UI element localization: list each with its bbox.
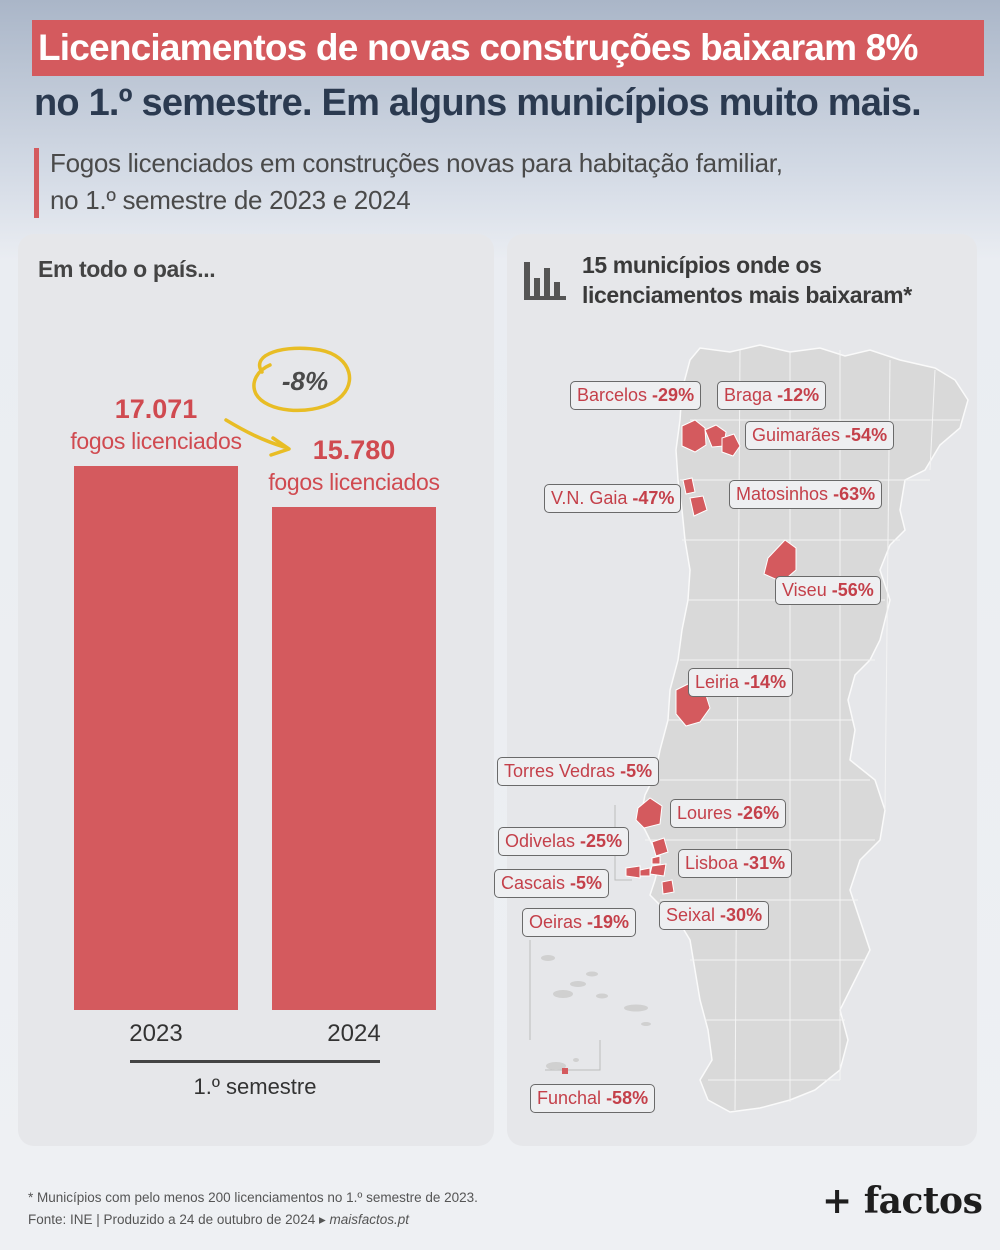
label-barcelos: Barcelos -29% xyxy=(570,381,702,410)
period-bracket xyxy=(130,1060,380,1063)
oeiras-region xyxy=(639,867,651,877)
bar-unit-label-2023: fogos licenciados xyxy=(70,428,242,454)
site-link[interactable]: maisfactos.pt xyxy=(329,1212,410,1227)
bar-2024 xyxy=(272,507,436,1010)
label-seixal: Seixal -30% xyxy=(659,901,770,930)
bar-2023 xyxy=(74,466,238,1010)
label-gaia: V.N. Gaia -47% xyxy=(544,484,682,513)
subtitle-line-1: Fogos licenciados em construções novas p… xyxy=(50,148,783,178)
period-label: 1.º semestre xyxy=(193,1074,317,1099)
label-matosinhos: Matosinhos -63% xyxy=(729,480,883,509)
loures-region xyxy=(651,837,669,857)
label-oeiras: Oeiras -19% xyxy=(522,908,637,937)
label-braga: Braga -12% xyxy=(717,381,827,410)
label-funchal: Funchal -58% xyxy=(530,1084,656,1113)
footnote-source: Fonte: INE | Produzido a 24 de outubro d… xyxy=(28,1212,410,1227)
label-odivelas: Odivelas -25% xyxy=(498,827,630,856)
bar-value-label-2023: 17.071 xyxy=(114,394,198,424)
category-label-2023: 2023 xyxy=(129,1020,183,1047)
viseu-region xyxy=(763,539,797,583)
footnote-note: * Municípios com pelo menos 200 licencia… xyxy=(28,1190,478,1205)
brand-logo: + factos xyxy=(822,1180,983,1222)
municipalities-heading-line-2: licenciamentos mais baixaram* xyxy=(582,282,912,308)
label-torres-vedras: Torres Vedras -5% xyxy=(497,757,660,786)
footnote: * Municípios com pelo menos 200 licencia… xyxy=(28,1187,478,1231)
label-cascais: Cascais -5% xyxy=(494,869,610,898)
title-line-2: no 1.º semestre. Em alguns municípios mu… xyxy=(34,82,922,124)
barcelos-region xyxy=(681,419,707,453)
seixal-region xyxy=(661,879,675,895)
national-heading: Em todo o país... xyxy=(38,256,216,282)
label-leiria: Leiria -14% xyxy=(688,668,794,697)
bar-value-label-2024: 15.780 xyxy=(312,435,396,465)
cascais-region xyxy=(625,865,641,879)
subtitle: Fogos licenciados em construções novas p… xyxy=(50,145,783,219)
municipal-borders xyxy=(645,349,960,1111)
subtitle-line-2: no 1.º semestre de 2023 e 2024 xyxy=(50,185,411,215)
change-label: -8% xyxy=(281,366,329,396)
category-label-2024: 2024 xyxy=(327,1020,381,1047)
gaia-region xyxy=(689,495,708,517)
label-viseu: Viseu -56% xyxy=(775,576,881,605)
bar-chart-icon xyxy=(524,262,566,300)
lisboa-region xyxy=(649,863,667,877)
torres-vedras-region xyxy=(635,797,663,829)
odivelas-region xyxy=(651,855,661,865)
title-line-1: Licenciamentos de novas construções baix… xyxy=(32,20,984,76)
madeira-islands xyxy=(546,1058,579,1070)
subtitle-accent-bar xyxy=(34,148,39,218)
municipalities-heading: 15 municípios onde os licenciamentos mai… xyxy=(582,250,912,310)
mainland-portugal xyxy=(639,344,969,1113)
matosinhos-region xyxy=(682,477,696,495)
funchal-region xyxy=(562,1068,568,1074)
azores-islands xyxy=(541,955,651,1026)
label-loures: Loures -26% xyxy=(670,799,787,828)
guimaraes-region xyxy=(721,433,741,457)
label-lisboa: Lisboa -31% xyxy=(678,849,793,878)
bar-unit-label-2024: fogos licenciados xyxy=(268,469,440,495)
label-guimaraes: Guimarães -54% xyxy=(745,421,895,450)
municipalities-heading-line-1: 15 municípios onde os xyxy=(582,252,822,278)
